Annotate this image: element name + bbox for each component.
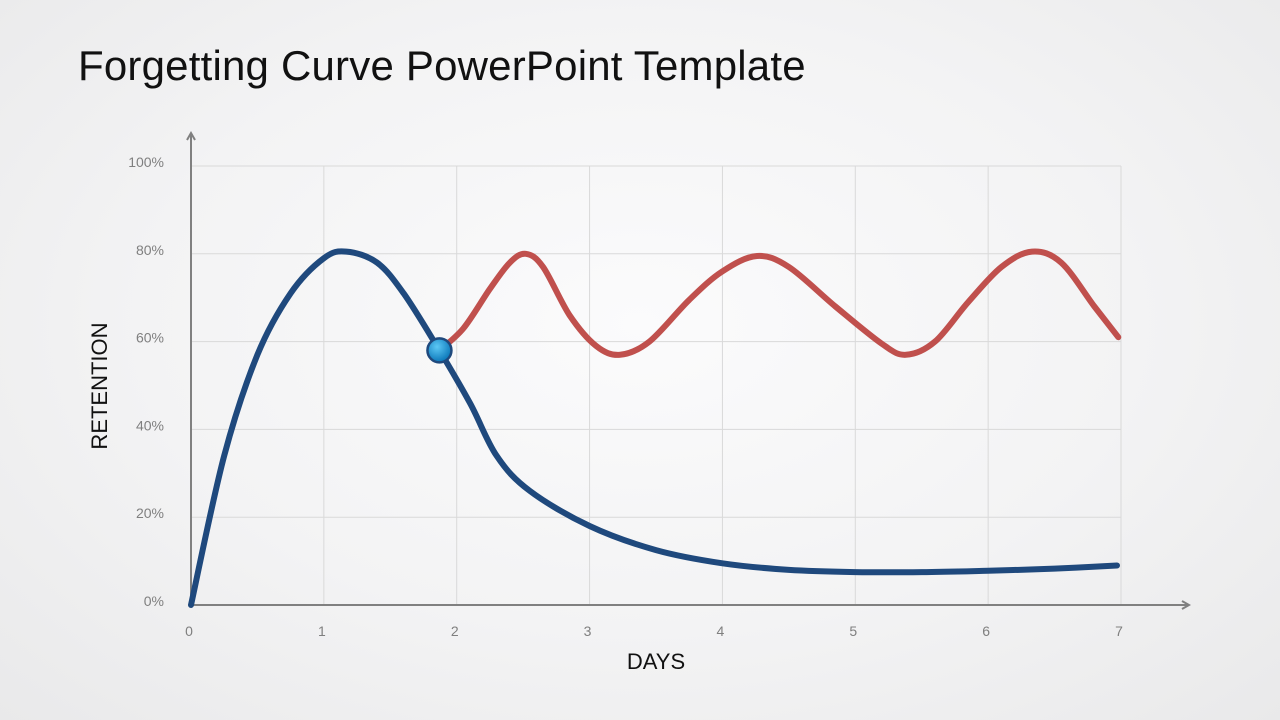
axes: [191, 134, 1188, 605]
marker-layer: [426, 337, 453, 364]
x-tick-label-2: 2: [451, 623, 459, 639]
series-line-1: [436, 248, 1122, 358]
x-tick-label-4: 4: [717, 623, 725, 639]
x-tick-labels: 0 1 2 3 4 5 6 7: [185, 623, 1123, 639]
series-layer: [188, 248, 1122, 608]
x-tick-label-0: 0: [185, 623, 193, 639]
grid-layer: [191, 165, 1122, 605]
x-tick-label-7: 7: [1115, 623, 1123, 639]
x-axis-title: DAYS: [627, 649, 685, 674]
y-tick-label-80: 80%: [136, 242, 164, 258]
y-tick-label-0: 0%: [144, 593, 164, 609]
y-tick-label-20: 20%: [136, 505, 164, 521]
slide-title: Forgetting Curve PowerPoint Template: [78, 42, 806, 89]
y-tick-label-100: 100%: [128, 154, 164, 170]
series-line-0: [188, 248, 1120, 608]
y-tick-label-60: 60%: [136, 330, 164, 346]
y-tick-labels: 0% 20% 40% 60% 80% 100%: [128, 154, 164, 609]
y-axis-title: RETENTION: [87, 322, 112, 449]
x-tick-label-3: 3: [584, 623, 592, 639]
y-tick-label-40: 40%: [136, 417, 164, 433]
intersection-marker: [426, 337, 453, 364]
x-tick-label-1: 1: [318, 623, 326, 639]
x-tick-label-6: 6: [982, 623, 990, 639]
x-tick-label-5: 5: [849, 623, 857, 639]
